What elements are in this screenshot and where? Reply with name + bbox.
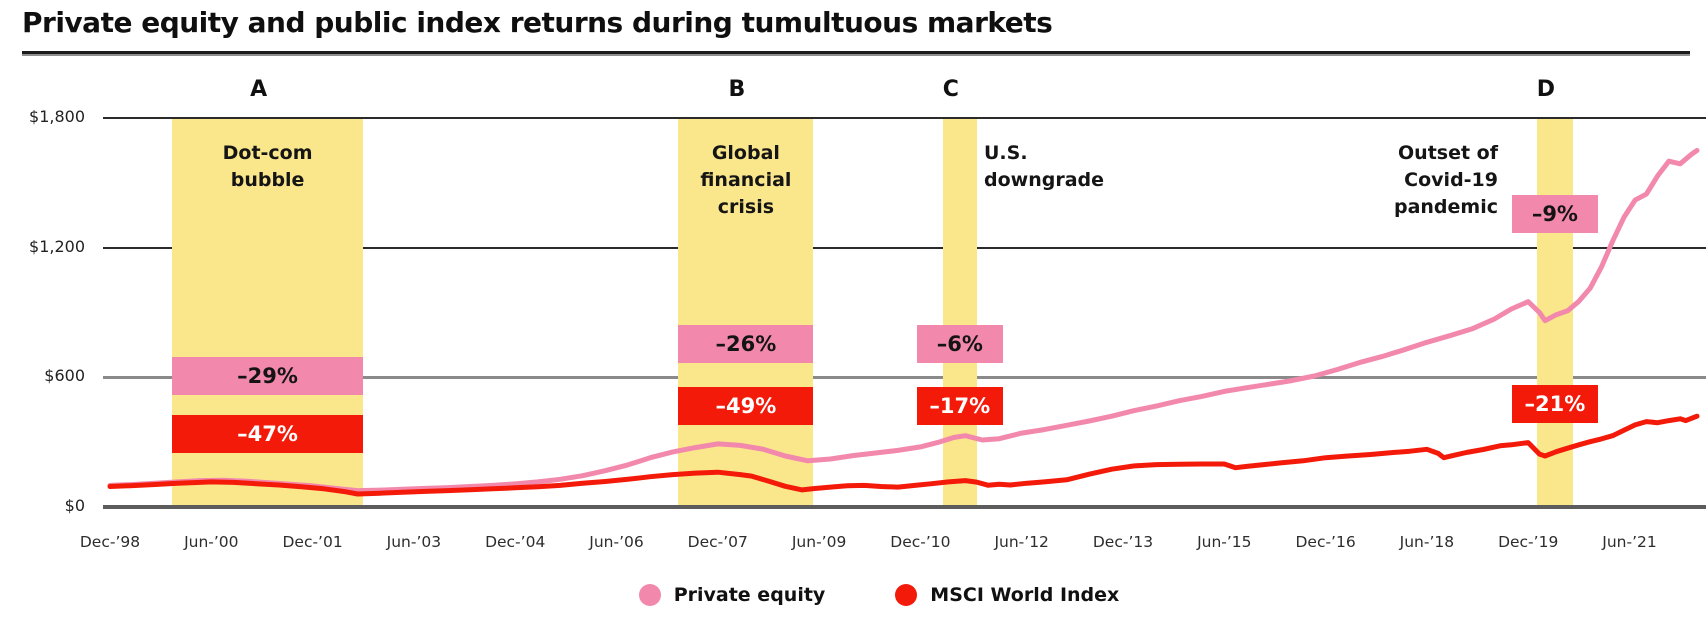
event-label-line: Global xyxy=(711,142,780,164)
event-letter-b: B xyxy=(728,77,746,102)
event-label-dot-com-bubble: Dot-com bubble xyxy=(138,140,398,194)
msci-world-index-line xyxy=(107,413,1700,497)
msci-drop-badge-d: –21% xyxy=(1511,385,1598,423)
x-axis-label-jun-21: Jun-’21 xyxy=(1602,533,1657,551)
x-axis-label-dec-98: Dec-’98 xyxy=(79,533,141,551)
event-label-line: pandemic xyxy=(1393,196,1498,218)
msci-drop-badge-c: –17% xyxy=(916,387,1003,425)
legend-item-msci-world-index: MSCI World Index xyxy=(895,584,1119,606)
y-axis-label: $0 xyxy=(64,496,85,515)
x-axis-label-jun-15: Jun-’15 xyxy=(1197,533,1252,551)
x-axis-label-jun-12: Jun-’12 xyxy=(994,533,1049,551)
legend-label: Private equity xyxy=(673,584,826,606)
private-equity-drop-badge-c: –6% xyxy=(916,325,1003,363)
event-label-u-s-downgrade: U.S. downgrade xyxy=(984,140,1224,194)
x-axis-label-jun-00: Jun-’00 xyxy=(184,533,239,551)
x-axis-label-dec-01: Dec-’01 xyxy=(282,533,343,551)
x-axis-label-dec-16: Dec-’16 xyxy=(1295,533,1356,551)
legend-label: MSCI World Index xyxy=(930,584,1120,606)
event-letter-c: C xyxy=(942,77,959,102)
event-label-line: crisis xyxy=(717,196,775,218)
chart-title: Private equity and public index returns … xyxy=(22,6,1053,39)
event-label-line: downgrade xyxy=(984,169,1105,191)
y-axis-label: $600 xyxy=(44,366,85,386)
legend: Private equity MSCI World Index xyxy=(26,584,1706,606)
legend-item-private-equity: Private equity xyxy=(638,584,826,606)
x-axis-label-jun-18: Jun-’18 xyxy=(1399,533,1455,551)
event-label-global-financial-crisis: Global financial crisis xyxy=(616,140,876,221)
event-label-line: Outset of xyxy=(1398,142,1498,164)
x-axis-label-dec-13: Dec-’13 xyxy=(1092,533,1154,551)
x-axis-label-dec-07: Dec-’07 xyxy=(687,533,748,551)
event-label-line: U.S. xyxy=(984,142,1028,164)
y-axis-label: $1,800 xyxy=(29,107,85,126)
x-axis-label-dec-10: Dec-’10 xyxy=(890,533,951,551)
private-equity-drop-badge-d: –9% xyxy=(1511,195,1598,233)
private-equity-line xyxy=(107,147,1700,494)
event-letter-a: A xyxy=(250,77,268,102)
x-axis-label-jun-03: Jun-’03 xyxy=(386,533,442,551)
private-equity-dot-icon xyxy=(638,584,661,606)
event-label-line: bubble xyxy=(230,169,305,191)
event-label-outset-of-covid-19-pandemic: Outset of Covid-19 pandemic xyxy=(1238,140,1498,221)
x-axis-label-dec-04: Dec-’04 xyxy=(485,533,546,551)
gridline-0 xyxy=(103,505,1706,509)
private-equity-drop-badge-a: –29% xyxy=(171,357,364,395)
event-band-b xyxy=(678,119,814,505)
gridline-600 xyxy=(103,375,1706,379)
event-letter-d: D xyxy=(1536,77,1556,102)
y-axis-label: $1,200 xyxy=(29,236,85,256)
gridline-1200 xyxy=(103,246,1706,249)
event-label-line: Covid-19 xyxy=(1404,169,1498,191)
x-axis-label-dec-19: Dec-’19 xyxy=(1498,533,1559,551)
title-rule xyxy=(22,51,1690,56)
msci-world-index-dot-icon xyxy=(895,584,918,606)
event-label-line: financial xyxy=(700,169,792,191)
msci-drop-badge-a: –47% xyxy=(171,415,364,453)
x-axis-label-jun-06: Jun-’06 xyxy=(589,533,644,551)
event-label-line: Dot-com xyxy=(222,142,313,164)
msci-drop-badge-b: –49% xyxy=(678,387,814,425)
private-equity-drop-badge-b: –26% xyxy=(678,325,814,363)
x-axis-label-jun-09: Jun-’09 xyxy=(791,533,847,551)
gridline-1800 xyxy=(103,117,1706,119)
